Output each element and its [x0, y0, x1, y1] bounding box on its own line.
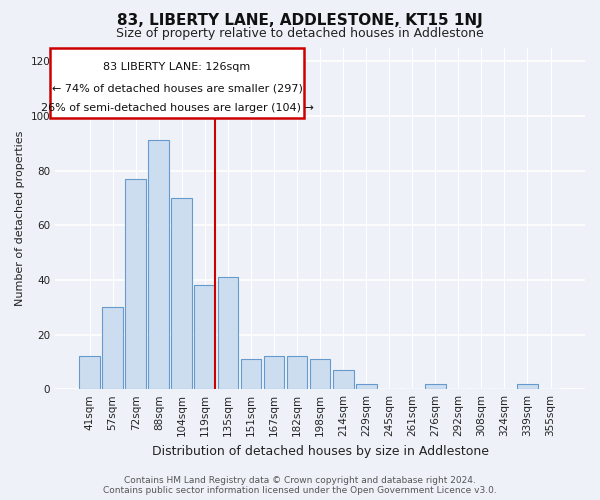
X-axis label: Distribution of detached houses by size in Addlestone: Distribution of detached houses by size … [152, 444, 488, 458]
Bar [287, 356, 307, 389]
Bar [333, 370, 353, 389]
Y-axis label: Number of detached properties: Number of detached properties [15, 130, 25, 306]
Text: ← 74% of detached houses are smaller (297): ← 74% of detached houses are smaller (29… [52, 83, 302, 93]
Bar [172, 198, 192, 389]
Bar [102, 307, 123, 389]
Bar [517, 384, 538, 389]
Text: 83, LIBERTY LANE, ADDLESTONE, KT15 1NJ: 83, LIBERTY LANE, ADDLESTONE, KT15 1NJ [117, 12, 483, 28]
Text: Contains HM Land Registry data © Crown copyright and database right 2024.
Contai: Contains HM Land Registry data © Crown c… [103, 476, 497, 495]
Bar [148, 140, 169, 389]
Bar [241, 359, 262, 389]
Text: 83 LIBERTY LANE: 126sqm: 83 LIBERTY LANE: 126sqm [103, 62, 251, 72]
Bar [310, 359, 331, 389]
Bar [263, 356, 284, 389]
Bar [425, 384, 446, 389]
Bar [125, 178, 146, 389]
Text: Size of property relative to detached houses in Addlestone: Size of property relative to detached ho… [116, 28, 484, 40]
Bar [79, 356, 100, 389]
Bar [194, 286, 215, 389]
Text: 26% of semi-detached houses are larger (104) →: 26% of semi-detached houses are larger (… [41, 102, 313, 113]
FancyBboxPatch shape [50, 48, 304, 117]
Bar [218, 277, 238, 389]
Bar [356, 384, 377, 389]
